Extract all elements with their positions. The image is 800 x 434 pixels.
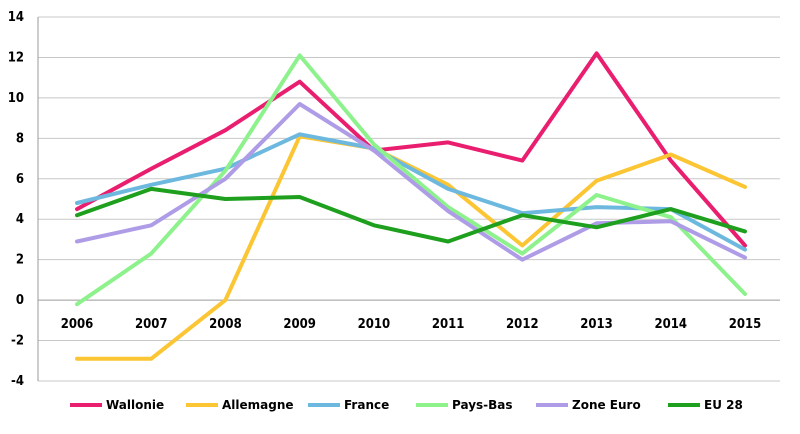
y-tick-label: -2 bbox=[11, 334, 24, 349]
legend-label-france: France bbox=[344, 398, 389, 412]
series-line-pays-bas bbox=[75, 53, 747, 307]
legend-label-eu-28: EU 28 bbox=[704, 398, 743, 412]
y-tick-label: -4 bbox=[11, 374, 24, 389]
y-tick-label: 4 bbox=[16, 212, 24, 227]
y-tick-labels: 14 12 10 8 6 4 2 0 -2 -4 bbox=[8, 10, 24, 389]
legend-label-pays-bas: Pays-Bas bbox=[452, 398, 513, 412]
y-tick-label: 2 bbox=[16, 253, 24, 268]
x-tick-label: 2013 bbox=[580, 317, 613, 332]
y-tick-label: 14 bbox=[8, 10, 24, 25]
y-tick-label: 8 bbox=[16, 131, 24, 146]
series-line-wallonie bbox=[75, 51, 747, 248]
x-tick-label: 2007 bbox=[135, 317, 168, 332]
series-line-zone-euro bbox=[75, 102, 747, 262]
x-tick-label: 2010 bbox=[358, 317, 391, 332]
x-tick-label: 2015 bbox=[729, 317, 762, 332]
x-tick-label: 2014 bbox=[654, 317, 687, 332]
y-tick-label: 12 bbox=[8, 50, 24, 65]
y-tick-label: 10 bbox=[8, 91, 24, 106]
x-tick-label: 2012 bbox=[506, 317, 539, 332]
x-tick-labels: 2006 2007 2008 2009 2010 2011 2012 2013 2014 2015 bbox=[61, 317, 762, 332]
legend-label-zone-euro: Zone Euro bbox=[572, 398, 641, 412]
legend-label-wallonie: Wallonie bbox=[106, 398, 164, 412]
series-line-eu-28 bbox=[75, 186, 747, 244]
series-lines bbox=[75, 51, 747, 361]
x-tick-label: 2006 bbox=[61, 317, 94, 332]
x-tick-label: 2011 bbox=[432, 317, 465, 332]
y-tick-label: 0 bbox=[16, 293, 24, 308]
legend-label-allemagne: Allemagne bbox=[222, 398, 294, 412]
y-tick-label: 6 bbox=[16, 172, 24, 187]
legend: Wallonie Allemagne France Pays-Bas Zone Euro… bbox=[70, 398, 743, 412]
x-tick-label: 2009 bbox=[283, 317, 316, 332]
x-tick-label: 2008 bbox=[209, 317, 242, 332]
